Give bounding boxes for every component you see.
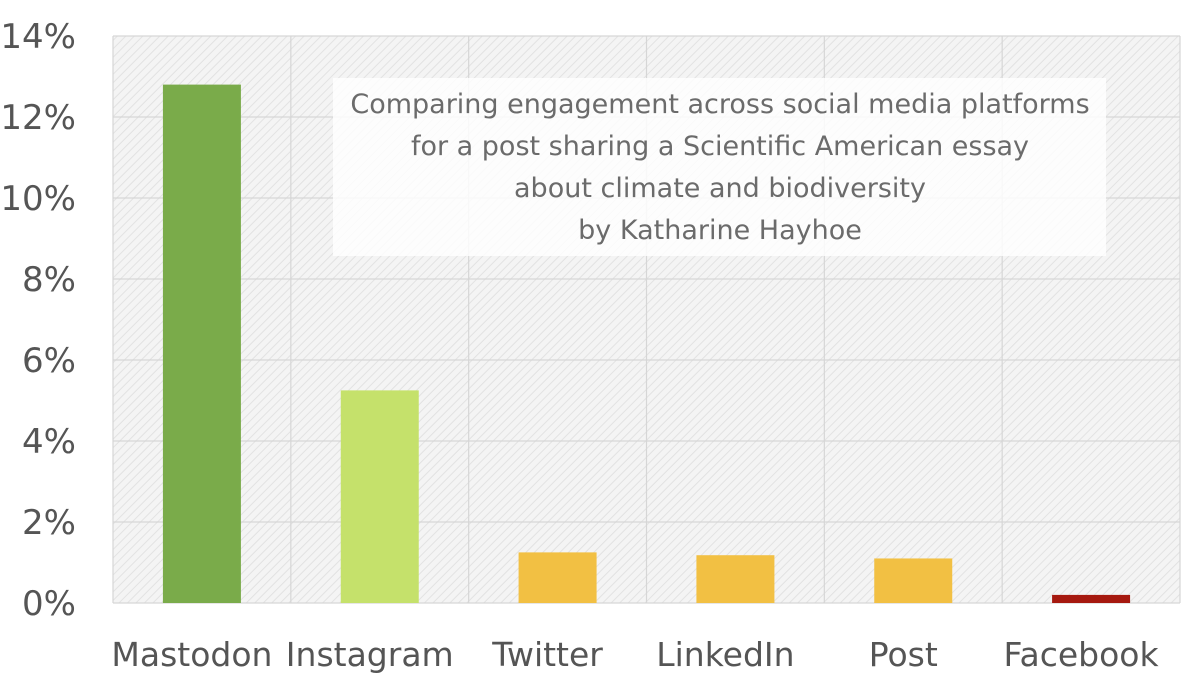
- x-tick-label: Instagram: [286, 635, 454, 674]
- y-tick-label: 8%: [22, 260, 76, 300]
- y-axis-ticks: 0% 2% 4% 6% 8% 10% 12% 14%: [0, 17, 76, 624]
- bar-twitter: [518, 552, 597, 603]
- x-tick-label: Facebook: [1004, 635, 1160, 674]
- gridlines: [112, 35, 1181, 604]
- y-tick-label: 6%: [22, 341, 76, 381]
- bar-post: [874, 558, 953, 603]
- title-box: [333, 78, 1106, 256]
- bar-series: [162, 84, 1131, 604]
- y-tick-label: 10%: [0, 179, 76, 219]
- y-tick-label: 4%: [22, 422, 76, 462]
- y-tick-label: 14%: [0, 17, 76, 57]
- title-line-4: by Katharine Hayhoe: [578, 215, 862, 246]
- title-line-2: for a post sharing a Scientific American…: [411, 131, 1029, 162]
- chart-title: Comparing engagement across social media…: [333, 78, 1106, 256]
- y-tick-label: 12%: [0, 98, 76, 138]
- bar-linkedin: [696, 555, 775, 603]
- bar-facebook: [1052, 594, 1131, 603]
- x-tick-label: Post: [869, 635, 938, 674]
- y-tick-label: 2%: [22, 503, 76, 543]
- y-tick-label: 0%: [22, 584, 76, 624]
- x-tick-label: Twitter: [491, 635, 603, 674]
- x-axis-ticks: Mastodon Instagram Twitter LinkedIn Post Face…: [111, 635, 1159, 674]
- bar-instagram: [340, 390, 419, 603]
- x-tick-label: Mastodon: [111, 635, 272, 674]
- title-line-1: Comparing engagement across social media…: [350, 89, 1089, 120]
- bar-mastodon: [162, 84, 241, 604]
- title-line-3: about climate and biodiversity: [514, 173, 926, 204]
- x-tick-label: LinkedIn: [656, 635, 794, 674]
